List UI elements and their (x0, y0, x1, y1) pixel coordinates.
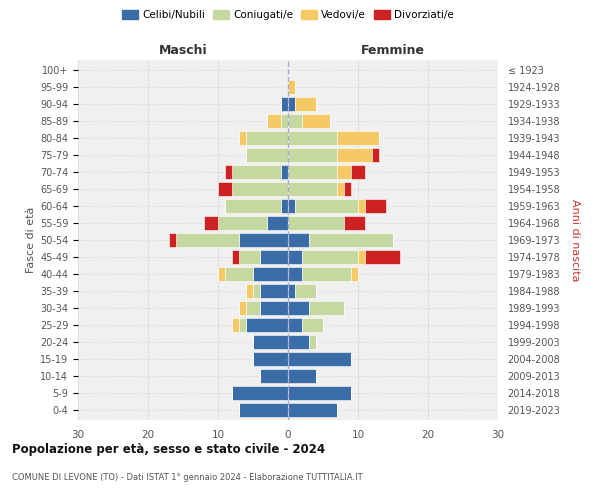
Bar (281, 114, 288, 128)
Bar (253, 335, 288, 348)
Bar (232, 182, 288, 196)
Bar (358, 250, 365, 264)
Bar (288, 182, 337, 196)
Bar (260, 369, 288, 382)
Bar (281, 199, 288, 213)
Bar (309, 335, 316, 348)
Bar (225, 166, 232, 179)
Bar (337, 132, 379, 145)
Bar (337, 166, 351, 179)
Bar (239, 132, 246, 145)
Bar (218, 216, 267, 230)
Bar (288, 98, 295, 111)
Bar (337, 182, 344, 196)
Text: Maschi: Maschi (158, 44, 208, 57)
Bar (288, 369, 316, 382)
Bar (288, 352, 351, 366)
Bar (232, 250, 239, 264)
Bar (169, 233, 176, 247)
Bar (288, 80, 295, 94)
Bar (344, 216, 365, 230)
Bar (225, 199, 281, 213)
Bar (260, 301, 288, 314)
Bar (295, 98, 316, 111)
Bar (351, 267, 358, 281)
Bar (239, 403, 288, 416)
Bar (288, 403, 337, 416)
Bar (288, 267, 302, 281)
Bar (372, 148, 379, 162)
Bar (246, 148, 288, 162)
Bar (232, 318, 239, 332)
Bar (358, 199, 365, 213)
Bar (309, 301, 344, 314)
Bar (288, 335, 309, 348)
Text: Popolazione per età, sesso e stato civile - 2024: Popolazione per età, sesso e stato civil… (12, 442, 325, 456)
Bar (288, 148, 337, 162)
Bar (260, 284, 288, 298)
Bar (253, 352, 288, 366)
Bar (246, 301, 260, 314)
Y-axis label: Fasce di età: Fasce di età (26, 207, 36, 273)
Text: Femmine: Femmine (361, 44, 425, 57)
Text: COMUNE DI LEVONE (TO) - Dati ISTAT 1° gennaio 2024 - Elaborazione TUTTITALIA.IT: COMUNE DI LEVONE (TO) - Dati ISTAT 1° ge… (12, 472, 362, 482)
Bar (288, 233, 309, 247)
Bar (239, 233, 288, 247)
Bar (302, 250, 358, 264)
Bar (288, 166, 337, 179)
Bar (288, 216, 344, 230)
Bar (344, 182, 351, 196)
Bar (288, 284, 295, 298)
Bar (246, 318, 288, 332)
Bar (267, 216, 288, 230)
Bar (218, 182, 232, 196)
Bar (246, 132, 288, 145)
Bar (288, 318, 302, 332)
Bar (253, 284, 260, 298)
Bar (309, 233, 393, 247)
Bar (267, 114, 281, 128)
Bar (337, 148, 372, 162)
Bar (239, 250, 260, 264)
Bar (232, 386, 288, 400)
Bar (239, 301, 246, 314)
Bar (302, 114, 330, 128)
Bar (246, 284, 253, 298)
Legend: Celibi/Nubili, Coniugati/e, Vedovi/e, Divorziati/e: Celibi/Nubili, Coniugati/e, Vedovi/e, Di… (120, 8, 456, 22)
Bar (302, 318, 323, 332)
Bar (176, 233, 239, 247)
Bar (351, 166, 365, 179)
Bar (218, 267, 225, 281)
Bar (365, 250, 400, 264)
Y-axis label: Anni di nascita: Anni di nascita (570, 198, 580, 281)
Bar (253, 267, 288, 281)
Bar (365, 199, 386, 213)
Bar (232, 166, 281, 179)
Bar (225, 267, 253, 281)
Bar (288, 250, 302, 264)
Bar (295, 284, 316, 298)
Bar (302, 267, 351, 281)
Bar (281, 166, 288, 179)
Bar (239, 318, 246, 332)
Bar (204, 216, 218, 230)
Bar (288, 301, 309, 314)
Bar (281, 98, 288, 111)
Bar (288, 114, 302, 128)
Bar (288, 199, 295, 213)
Bar (295, 199, 358, 213)
Bar (288, 386, 351, 400)
Bar (288, 132, 337, 145)
Bar (260, 250, 288, 264)
